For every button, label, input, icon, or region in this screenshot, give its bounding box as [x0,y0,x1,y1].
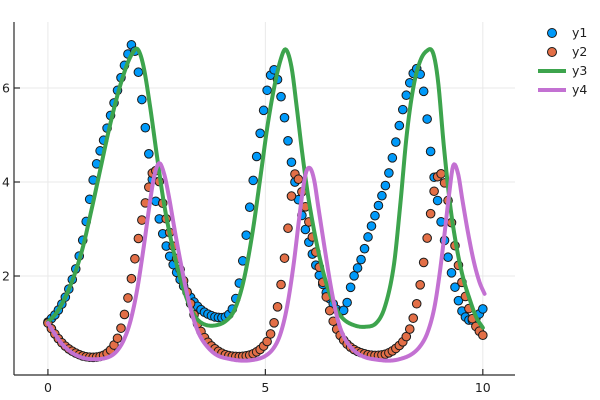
data-point-y2 [283,223,293,234]
x-tick-label: 10 [475,380,491,395]
data-point-y1 [352,263,363,273]
data-point-y1 [377,190,387,201]
data-point-y1 [394,120,405,131]
data-point-y2 [425,208,436,219]
data-point-y1 [349,271,359,281]
data-point-y1 [244,202,255,213]
data-point-y2 [478,330,488,341]
data-point-y1 [401,90,412,101]
data-point-y2 [436,168,446,179]
data-point-y2 [411,298,422,309]
data-point-y1 [251,151,262,162]
data-point-y1 [276,91,286,102]
data-point-y2 [408,313,419,323]
data-point-y1 [262,85,272,96]
series-y3-line [45,46,485,330]
legend-item-y2: y2 [547,44,587,59]
data-point-y2 [265,329,276,339]
data-point-y1 [140,122,151,133]
data-point-y1 [258,105,269,116]
data-point-y2 [293,174,304,185]
data-point-y1 [443,252,453,263]
x-tick-label: 0 [44,380,52,395]
data-point-y1 [144,149,154,159]
data-point-y1 [373,200,384,211]
data-point-y1 [366,221,377,231]
data-point-y1 [391,137,401,147]
data-point-y1 [342,297,352,308]
data-point-y1 [279,112,290,123]
data-point-y1 [370,210,380,221]
data-point-y1 [380,180,391,191]
data-point-y2 [272,302,283,312]
data-point-y1 [398,104,408,115]
data-point-y2 [429,186,439,197]
data-point-y1 [425,146,436,157]
data-point-y2 [404,324,415,334]
legend-item-y3: y3 [538,63,587,78]
data-point-y1 [286,157,297,168]
y-tick-label: 2 [2,269,10,284]
data-point-y1 [338,305,349,316]
data-point-y1 [133,67,144,78]
data-point-y1 [359,243,370,254]
data-point-y2 [279,253,290,263]
legend-label-y3: y3 [572,63,587,78]
data-point-y2 [286,191,297,201]
x-tick-label: 5 [261,380,269,395]
legend-marker-y2-icon [547,47,557,57]
data-point-y1 [356,254,366,265]
data-point-y1 [478,304,488,314]
data-point-y1 [422,114,432,124]
data-point-y1 [450,282,460,292]
data-point-y1 [432,195,443,206]
data-point-y2 [126,273,137,284]
data-point-y1 [384,168,394,178]
y-tick-label: 4 [2,175,10,190]
data-point-y2 [130,253,140,264]
data-point-y1 [446,268,457,278]
y-tick-label: 6 [2,80,10,95]
data-point-y1 [345,282,356,293]
data-point-y1 [453,295,464,306]
data-point-y1 [248,175,258,186]
data-point-y2 [422,233,432,243]
data-point-y2 [269,318,279,328]
legend-item-y1: y1 [547,25,587,40]
legend: y1 y2 y3 y4 [538,25,587,97]
legend-marker-y1-icon [547,28,557,38]
data-point-y1 [387,153,398,163]
legend-label-y4: y4 [572,82,587,97]
data-point-y2 [123,293,133,303]
data-point-y2 [415,280,425,290]
data-point-y1 [418,86,429,97]
data-point-y2 [276,279,286,290]
data-point-y1 [363,232,373,242]
series-y4-line [45,161,487,363]
data-point-y2 [112,333,123,344]
data-point-y1 [137,94,147,105]
legend-label-y2: y2 [572,44,587,59]
legend-item-y4: y4 [538,82,587,97]
data-point-y1 [283,136,293,146]
data-point-y2 [116,323,126,333]
legend-label-y1: y1 [572,25,587,40]
data-point-y1 [241,230,252,240]
axes [13,22,515,376]
data-point-y2 [137,215,147,225]
data-point-y1 [255,128,265,139]
data-point-y2 [418,257,429,268]
data-point-y2 [324,305,335,316]
tick-labels: 0 5 10 2 4 6 [2,80,491,395]
data-point-y2 [119,309,130,320]
data-point-y2 [133,233,144,244]
